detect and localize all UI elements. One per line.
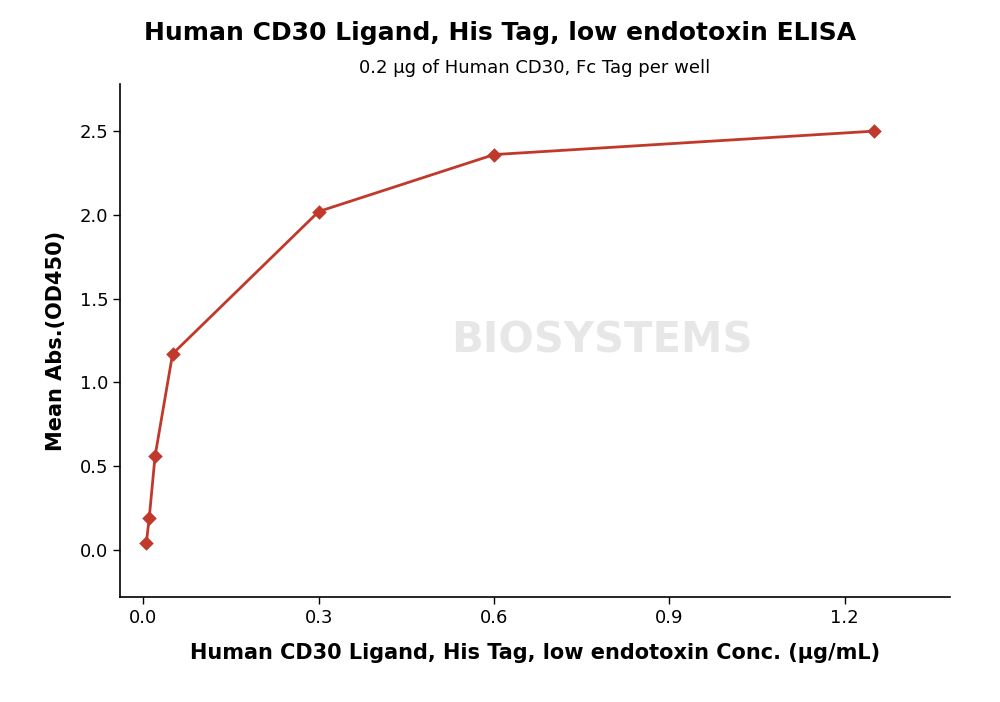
- Point: [141, 512, 157, 524]
- Point: [866, 126, 882, 137]
- Point: [486, 149, 502, 160]
- Point: [165, 348, 181, 359]
- X-axis label: Human CD30 Ligand, His Tag, low endotoxin Conc. (μg/mL): Human CD30 Ligand, His Tag, low endotoxi…: [190, 643, 880, 663]
- Text: BIOSYSTEMS: BIOSYSTEMS: [451, 319, 752, 362]
- Title: 0.2 μg of Human CD30, Fc Tag per well: 0.2 μg of Human CD30, Fc Tag per well: [359, 59, 711, 77]
- Point: [311, 206, 327, 217]
- Point: [138, 538, 154, 549]
- Point: [147, 451, 163, 462]
- Text: Human CD30 Ligand, His Tag, low endotoxin ELISA: Human CD30 Ligand, His Tag, low endotoxi…: [144, 21, 856, 45]
- Y-axis label: Mean Abs.(OD450): Mean Abs.(OD450): [46, 230, 66, 451]
